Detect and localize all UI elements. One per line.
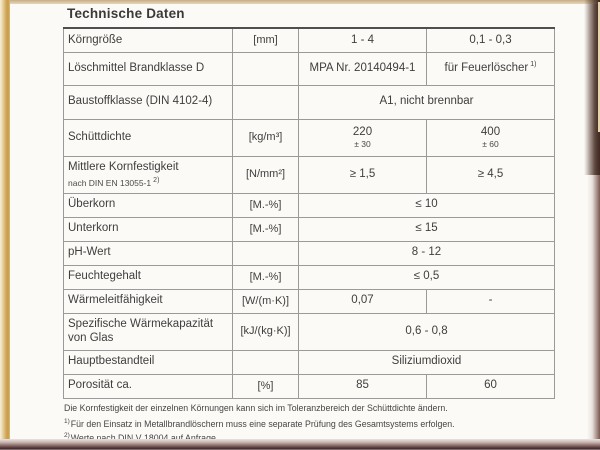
table-row: Spezifische Wärmekapazität von Glas [kJ/(…	[63, 312, 555, 351]
value-tolerance: ± 60	[482, 138, 499, 149]
footnote-marker: 1)	[530, 61, 537, 69]
footnotes: Die Kornfestigkeit der einzelnen Körnung…	[64, 403, 556, 445]
row-label: Feuchtegehalt	[68, 270, 141, 283]
table-row: Löschmittel Brandklasse D MPA Nr. 2014049…	[63, 51, 555, 86]
unit-cell: [%]	[232, 373, 299, 399]
footnote-line: Die Kornfestigkeit der einzelnen Körnung…	[64, 403, 448, 413]
unit-cell	[232, 349, 299, 375]
row-label-sub: nach DIN EN 13055-1 2)	[68, 176, 160, 188]
label-cell: Spezifische Wärmekapazität von Glas	[63, 312, 233, 351]
label-cell: Körngröße	[63, 27, 233, 53]
row-label: Hauptbestandteil	[68, 355, 155, 368]
value-cell: 0,1 - 0,3	[426, 27, 555, 53]
value-span-cell: ≤ 0,5	[298, 264, 555, 290]
row-label: pH-Wert	[68, 246, 111, 259]
value-cell: 400 ± 60	[426, 118, 555, 157]
unit-cell: [M.-%]	[232, 216, 299, 242]
unit-cell: [M.-%]	[232, 264, 299, 290]
row-label: Löschmittel Brandklasse D	[68, 61, 205, 74]
unit-cell: [W/(m·K)]	[232, 288, 299, 314]
unit-cell: [kJ/(kg·K)]	[232, 312, 299, 351]
row-label: Baustoffklasse (DIN 4102-4)	[68, 95, 213, 108]
footnote-line: 1)Für den Einsatz in Metallbrandlöschern…	[64, 418, 455, 429]
technical-data-table: Körngröße [mm] 1 - 4 0,1 - 0,3 Löschmittel B…	[63, 27, 555, 399]
value-span-cell: ≤ 15	[298, 216, 555, 242]
value-cell: 0,07	[298, 288, 427, 314]
value-cell: 1 - 4	[298, 27, 427, 53]
value-span-cell: Siliziumdioxid	[298, 349, 555, 375]
value-tolerance: ± 30	[354, 138, 371, 149]
row-label: Schüttdichte	[68, 130, 132, 143]
frame-top-edge	[0, 0, 600, 4]
value-cell: MPA Nr. 20140494-1	[298, 51, 427, 86]
unit-cell	[232, 51, 299, 86]
table-body: Körngröße [mm] 1 - 4 0,1 - 0,3 Löschmittel B…	[63, 27, 555, 399]
unit-cell: [M.-%]	[232, 192, 299, 218]
value-cell: ≥ 4,5	[426, 155, 555, 194]
table-row: Unterkorn [M.-%] ≤ 15	[63, 216, 555, 242]
row-label: Wärmeleitfähigkeit	[68, 294, 163, 307]
value-span-cell: A1, nicht brennbar	[298, 84, 555, 120]
table-row: pH-Wert 8 - 12	[63, 240, 555, 266]
unit-cell	[232, 84, 299, 120]
frame-left-gold-border	[0, 0, 10, 439]
row-label: Überkorn	[68, 198, 116, 211]
label-cell: Mittlere Kornfestigkeit nach DIN EN 13055…	[63, 155, 233, 194]
label-cell: Unterkorn	[63, 216, 233, 242]
value-cell: 220 ± 30	[298, 118, 427, 157]
label-cell: Schüttdichte	[63, 118, 233, 157]
value-cell: für Feuerlöscher 1)	[426, 51, 555, 86]
table-row: Überkorn [M.-%] ≤ 10	[63, 192, 555, 218]
unit-cell: [N/mm²]	[232, 155, 299, 194]
value-span-cell: 0,6 - 0,8	[298, 312, 555, 351]
table-row: Hauptbestandteil Siliziumdioxid	[63, 349, 555, 375]
row-label: Körngröße	[68, 33, 123, 46]
page-title: Technische Daten	[67, 6, 185, 21]
table-row: Mittlere Kornfestigkeit nach DIN EN 13055…	[63, 155, 555, 194]
row-label: Mittlere Kornfestigkeit	[68, 161, 179, 174]
value-cell: -	[426, 288, 555, 314]
value-cell: ≥ 1,5	[298, 155, 427, 194]
value-cell: 60	[426, 373, 555, 399]
label-cell: pH-Wert	[63, 240, 233, 266]
footnote-marker: 2)	[64, 432, 70, 440]
row-label: Unterkorn	[68, 222, 119, 235]
label-cell: Feuchtegehalt	[63, 264, 233, 290]
footnote-line: 2)Werte nach DIN V 18004 auf Anfrage	[64, 430, 556, 444]
unit-cell	[232, 240, 299, 266]
unit-cell: [mm]	[232, 27, 299, 53]
table-row: Feuchtegehalt [M.-%] ≤ 0,5	[63, 264, 555, 290]
table-row: Wärmeleitfähigkeit [W/(m·K)] 0,07-	[63, 288, 555, 314]
row-label: Spezifische Wärmekapazität von Glas	[68, 318, 214, 344]
footnote-marker: 2)	[153, 176, 160, 184]
value-cell: 85	[298, 373, 427, 399]
frame-right-highlight	[598, 2, 600, 132]
label-cell: Baustoffklasse (DIN 4102-4)	[63, 84, 233, 120]
label-cell: Porosität ca.	[63, 373, 233, 399]
label-cell: Wärmeleitfähigkeit	[63, 288, 233, 314]
label-cell: Überkorn	[63, 192, 233, 218]
value-span-cell: ≤ 10	[298, 192, 555, 218]
table-row: Baustoffklasse (DIN 4102-4) A1, nicht bre…	[63, 84, 555, 120]
table-row: Schüttdichte [kg/m³] 220 ± 30 400 ± 60	[63, 118, 555, 157]
value-span-cell: 8 - 12	[298, 240, 555, 266]
table-row: Porosität ca. [%] 85 60	[63, 373, 555, 399]
table-row: Körngröße [mm] 1 - 4 0,1 - 0,3	[63, 27, 555, 53]
frame-bottom-bar	[0, 439, 600, 450]
frame-right-shadow-top	[584, 0, 600, 175]
label-cell: Hauptbestandteil	[63, 349, 233, 375]
row-label: Porosität ca.	[68, 379, 132, 392]
footnote-marker: 1)	[64, 418, 70, 425]
label-cell: Löschmittel Brandklasse D	[63, 51, 233, 86]
unit-cell: [kg/m³]	[232, 118, 299, 157]
